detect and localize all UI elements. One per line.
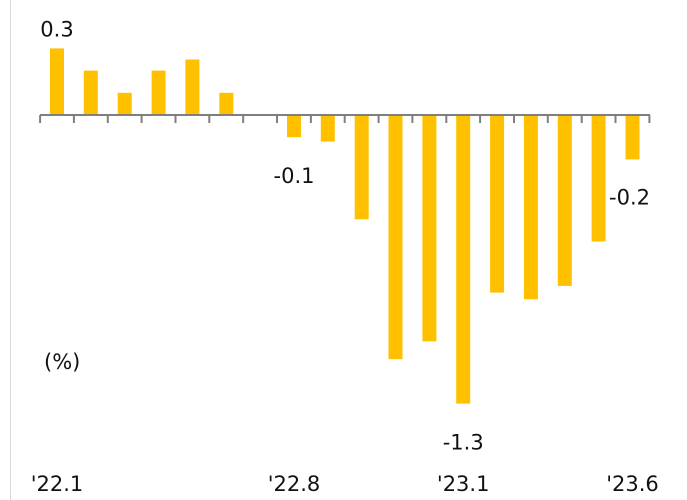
x-tick-label: '23.6 [606, 472, 659, 496]
bar-22.3 [117, 92, 132, 115]
x-tick-label: '23.1 [437, 472, 490, 496]
bar-23.5 [591, 115, 606, 242]
bar-23.2 [490, 115, 505, 293]
data-label: -1.3 [443, 431, 484, 455]
data-label: 0.3 [40, 17, 73, 41]
bar-22.10 [354, 115, 369, 220]
x-tick-label: '22.1 [31, 472, 84, 496]
bar-22.6 [219, 92, 234, 115]
bar-22.4 [151, 70, 166, 115]
bar-22.5 [185, 59, 200, 115]
x-tick-label: '22.8 [268, 472, 321, 496]
bar-22.9 [320, 115, 335, 142]
labels-group: '22.1 '22.8 '23.1 '23.6 0.3 -0.1 -1.3 -0.2 [31, 17, 659, 496]
bar-22.2 [83, 70, 98, 115]
bar-22.12 [422, 115, 437, 342]
bar-23.3 [523, 115, 538, 300]
bar-22.11 [388, 115, 403, 360]
bar-23.1 [456, 115, 471, 404]
bars-group [50, 48, 640, 404]
x-axis [39, 114, 651, 123]
bar-22.1 [50, 48, 64, 115]
data-label: -0.1 [274, 164, 315, 188]
bar-23.4 [557, 115, 572, 286]
unit-label: (%) [44, 350, 80, 374]
data-label: -0.2 [609, 185, 650, 209]
bar-23.6 [625, 115, 640, 160]
bar-22.8 [287, 115, 301, 138]
